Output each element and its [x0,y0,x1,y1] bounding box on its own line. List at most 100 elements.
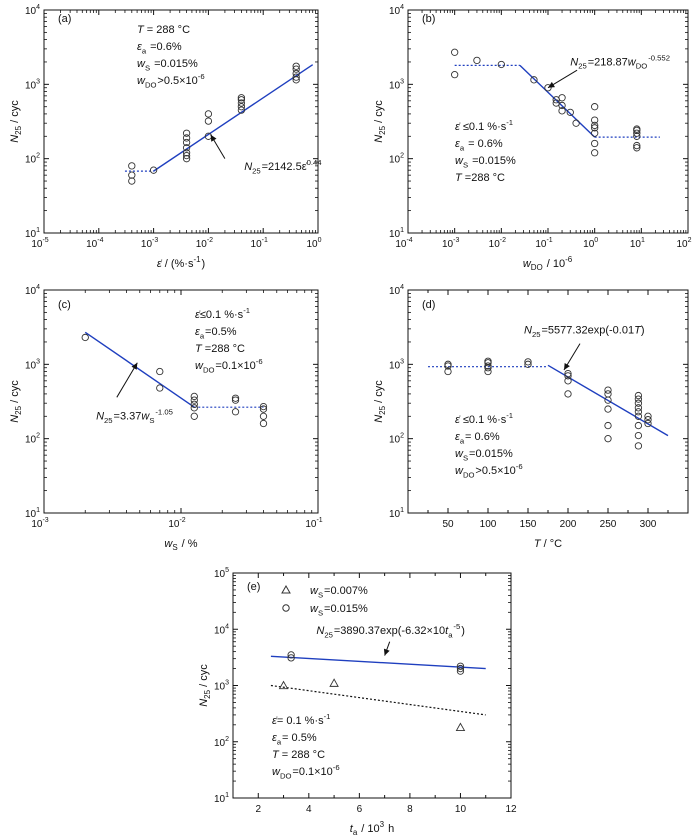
x-tick-label: 10-3 [141,237,158,250]
data-point-triangle [329,678,339,687]
x-axis-label: wS / % [164,538,197,552]
fit-line [84,331,195,408]
data-point-circle [634,431,643,440]
data-point-circle [564,390,572,398]
data-point-circle [204,110,213,118]
data-point-circle [182,129,191,137]
y-tick-label: 103 [25,78,40,91]
condition-line: wDO =0.1×10-6 [195,357,264,374]
y-tick-label: 101 [389,507,404,520]
condition-line: wS =0.015% [455,155,516,169]
condition-line: εa =0.6% [137,41,182,55]
data-point-circle [604,421,612,430]
data-point-circle [644,416,652,424]
data-point-circle [190,404,198,412]
condition-line: εa = 0.6% [455,431,500,445]
annotation-arrowhead [548,81,555,88]
data-point-circle [292,65,300,73]
data-point-circle [182,149,191,157]
y-tick-label: 102 [25,153,40,166]
data-point-circle [473,56,481,65]
y-tick-label: 103 [214,680,229,693]
data-point-circle [591,116,599,124]
data-point-circle [484,364,492,372]
y-tick-label: 103 [389,358,404,371]
y-axis-label: N25 / cyc [9,380,23,423]
panel-label: (d) [422,299,435,311]
data-point-triangle [455,722,466,732]
condition-line: wDO =0.1×10-6 [272,763,341,780]
data-point-circle [292,69,300,78]
legend-entry: wS =0.015% [310,603,368,617]
y-axis-label: N25 / cyc [198,664,212,707]
fit-equation: N25 =3890.37exp(-6.32×10ta -5 ) [316,622,464,639]
x-tick-label: 2 [255,804,261,815]
y-tick-label: 103 [25,358,40,371]
data-point-circle [530,76,538,84]
y-tick-label: 103 [389,78,404,91]
data-point-circle [292,73,300,81]
y-tick-label: 101 [214,792,229,805]
data-point-circle [456,664,465,673]
data-point-circle [604,386,612,394]
y-tick-label: 101 [25,227,40,240]
data-point-circle [182,144,191,152]
data-point-circle [564,369,572,378]
data-point-circle [182,155,191,163]
legend-triangle-marker [281,584,291,594]
x-tick-label: 250 [600,519,617,530]
x-tick-label: 150 [520,519,537,530]
condition-line: ε̇ ≤0.1 %·s-1 [455,118,514,133]
panel-label: (b) [422,13,435,25]
data-point-circle [231,396,240,404]
x-tick-label: 10-3 [442,237,459,250]
x-tick-label: 10-4 [395,237,412,250]
y-tick-label: 104 [389,4,404,17]
data-point-circle [564,377,572,385]
data-point-circle [604,390,612,398]
data-point-circle [634,442,643,450]
data-point-circle [572,119,580,127]
y-tick-label: 104 [25,4,40,17]
data-point-circle [634,421,643,430]
x-tick-label: 10-1 [535,237,552,250]
y-tick-label: 101 [25,507,40,520]
data-point-circle [182,151,191,160]
data-point-circle [128,162,136,170]
x-tick-label: 10-2 [196,237,213,250]
data-point-circle [591,103,599,111]
y-axis-label: N25 / cyc [373,100,387,143]
data-point-circle [484,367,492,376]
data-point-circle [524,360,532,368]
data-point-circle [591,139,599,148]
chart-panel-d: 101 102 103 104 50 100 150 200 250 300 N25 / cyc T … [373,284,689,550]
data-point-circle [259,402,268,411]
condition-line: wS =0.015% [137,58,198,72]
data-point-circle [444,367,452,376]
x-tick-label: 100 [583,237,598,250]
data-point-circle [237,94,246,102]
data-point-circle [182,138,191,147]
data-point-circle [182,134,191,142]
data-point-circle [634,391,643,400]
x-axis-label: wDO / 10-6 [523,255,573,272]
plot-frame [407,9,689,234]
fit-line [519,64,596,138]
data-point-circle [644,412,652,420]
data-point-circle [604,405,612,413]
panel-label: (e) [247,581,260,593]
data-point-circle [591,121,599,130]
data-point-circle [558,94,566,102]
x-tick-label: 300 [640,519,657,530]
data-point-circle [231,394,240,402]
condition-line: wDO >0.5×10-6 [137,72,206,89]
condition-line: T = 288 °C [137,24,190,36]
y-tick-label: 104 [389,284,404,297]
data-point-circle [292,62,300,70]
data-point-triangle [278,680,289,690]
data-point-circle [634,412,643,420]
data-point-circle [237,96,246,104]
data-point-circle [604,396,612,404]
annotation-arrowhead [131,362,138,370]
